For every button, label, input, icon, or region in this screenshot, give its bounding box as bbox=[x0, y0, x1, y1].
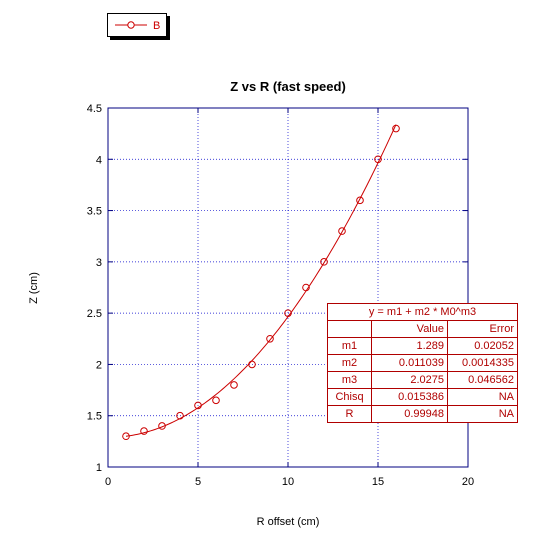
param-error: NA bbox=[447, 388, 518, 406]
x-tick-label: 5 bbox=[195, 476, 201, 488]
x-tick-label: 10 bbox=[282, 476, 294, 488]
fit-results-table: y = m1 + m2 * M0^m3 Value Error m1 1.289… bbox=[327, 303, 518, 423]
param-error: 0.046562 bbox=[447, 371, 518, 389]
data-point bbox=[176, 411, 184, 420]
table-row: R 0.99948 NA bbox=[327, 405, 518, 423]
table-row: m1 1.289 0.02052 bbox=[327, 337, 518, 355]
table-row: m2 0.011039 0.0014335 bbox=[327, 354, 518, 372]
data-point bbox=[158, 422, 166, 430]
header-cell bbox=[327, 320, 372, 338]
y-tick-label: 2.5 bbox=[87, 308, 102, 320]
param-value: 2.0275 bbox=[371, 371, 448, 389]
y-tick-label: 4 bbox=[96, 154, 102, 166]
param-value: 1.289 bbox=[371, 337, 448, 355]
data-point bbox=[122, 432, 130, 441]
y-tick-label: 3 bbox=[96, 257, 102, 269]
y-tick-label: 1.5 bbox=[87, 411, 102, 423]
x-tick-label: 0 bbox=[105, 476, 111, 488]
param-error: 0.0014335 bbox=[447, 354, 518, 372]
table-row: Chisq 0.015386 NA bbox=[327, 388, 518, 406]
data-point bbox=[320, 258, 328, 266]
header-cell-value: Value bbox=[371, 320, 448, 338]
data-point bbox=[212, 396, 220, 405]
data-point bbox=[374, 155, 382, 164]
fit-equation: y = m1 + m2 * M0^m3 bbox=[327, 303, 518, 321]
param-name: m3 bbox=[327, 371, 372, 389]
fit-curve bbox=[125, 124, 397, 437]
y-tick-label: 3.5 bbox=[87, 206, 102, 218]
header-cell-error: Error bbox=[447, 320, 518, 338]
data-point bbox=[266, 334, 274, 343]
legend-marker bbox=[127, 21, 135, 29]
param-value: 0.015386 bbox=[371, 388, 448, 406]
data-point bbox=[356, 196, 364, 205]
y-tick-label: 1 bbox=[96, 462, 102, 474]
param-name: R bbox=[327, 405, 372, 423]
data-point bbox=[302, 283, 310, 292]
y-tick-label: 2 bbox=[96, 359, 102, 371]
param-value: 0.011039 bbox=[371, 354, 448, 372]
data-point bbox=[140, 427, 148, 435]
param-name: m1 bbox=[327, 337, 372, 355]
table-row: m3 2.0275 0.046562 bbox=[327, 371, 518, 389]
param-error: 0.02052 bbox=[447, 337, 518, 355]
data-point bbox=[230, 381, 238, 389]
param-error: NA bbox=[447, 405, 518, 423]
data-point bbox=[194, 401, 202, 410]
x-axis-label: R offset (cm) bbox=[257, 516, 320, 528]
data-point bbox=[338, 227, 346, 235]
data-point bbox=[284, 309, 292, 317]
param-name: m2 bbox=[327, 354, 372, 372]
chart-title: Z vs R (fast speed) bbox=[230, 79, 346, 94]
data-point bbox=[392, 124, 400, 133]
y-axis-label: Z (cm) bbox=[28, 272, 40, 304]
y-tick-label: 4.5 bbox=[87, 103, 102, 115]
legend: B bbox=[107, 13, 171, 41]
param-value: 0.99948 bbox=[371, 405, 448, 423]
param-name: Chisq bbox=[327, 388, 372, 406]
x-tick-label: 15 bbox=[372, 476, 384, 488]
x-tick-label: 20 bbox=[462, 476, 474, 488]
data-point bbox=[248, 360, 256, 369]
legend-label-b: B bbox=[153, 20, 160, 32]
table-header-row: Value Error bbox=[327, 320, 518, 338]
